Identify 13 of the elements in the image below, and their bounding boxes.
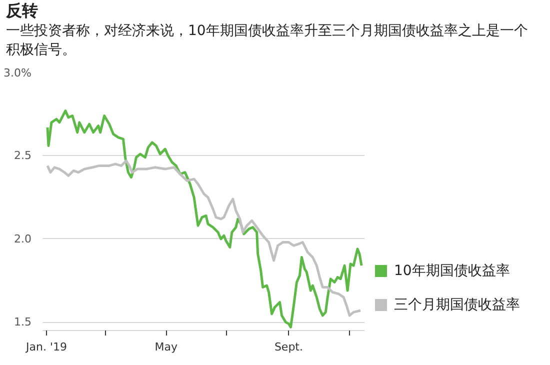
line-series: [46, 110, 363, 328]
x-tick-label: May: [154, 340, 178, 354]
y-tick-label: 2.0: [14, 232, 32, 246]
x-tick-label: Jan. '19: [25, 340, 67, 354]
y-tick-label: 3.0%: [4, 66, 32, 80]
y-tick-label: 2.5: [14, 149, 32, 162]
legend-label: 10年期国债收益率: [394, 262, 510, 281]
x-tick-label: Sept.: [274, 340, 304, 354]
y-tick-label: 1.5: [14, 316, 32, 329]
chart-title: 反转: [6, 0, 38, 22]
legend-label: 三个月期国债收益率: [394, 296, 520, 315]
line-series: [46, 159, 362, 317]
chart-subtitle: 一些投资者称，对经济来说，10年期国债收益率升至三个月期国债收益率之上是一个积极信号。: [6, 22, 529, 60]
